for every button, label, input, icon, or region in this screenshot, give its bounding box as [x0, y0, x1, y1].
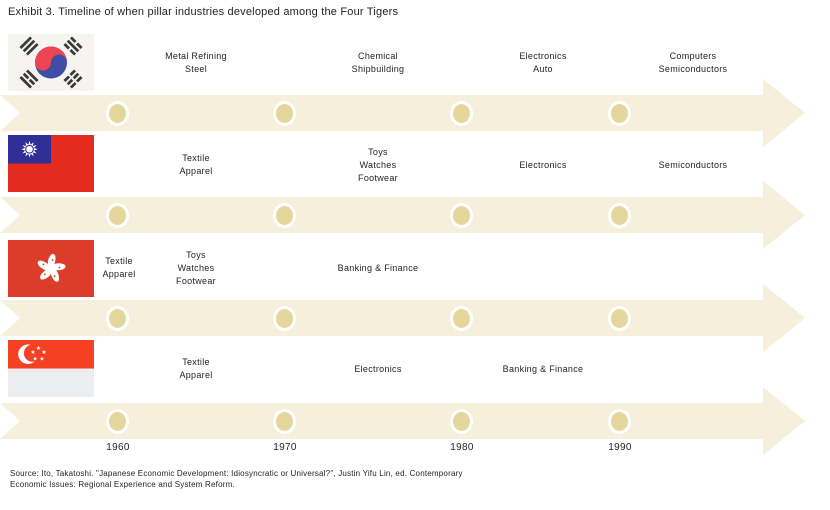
- timeline-dot: [273, 306, 296, 331]
- industry-label: Textile Apparel: [179, 153, 213, 176]
- timeline-dot: [450, 409, 473, 434]
- industry-label: Electronics: [519, 159, 567, 170]
- singapore-flag: [8, 340, 94, 397]
- timeline-dot: [273, 409, 296, 434]
- timeline-arrow-band-2: [0, 181, 805, 249]
- industry-label: Metal Refining Steel: [165, 51, 227, 74]
- source-note: Source: Ito, Takatoshi. "Japanese Econom…: [10, 469, 463, 489]
- hong-kong-flag: [8, 240, 94, 297]
- timeline-dot: [273, 203, 296, 228]
- industry-label: Textile Apparel: [179, 357, 213, 380]
- timeline-dot: [106, 306, 129, 331]
- industry-label: Computers Semiconductors: [658, 51, 728, 74]
- industry-label: Toys Watches Footwear: [176, 249, 216, 286]
- industry-label: Banking & Finance: [337, 262, 419, 273]
- taiwan-flag: [8, 135, 94, 192]
- industry-label: Toys Watches Footwear: [358, 146, 398, 183]
- timeline-arrow-band-4: [0, 387, 805, 455]
- figure-title: Exhibit 3. Timeline of when pillar indus…: [8, 6, 399, 18]
- year-label-1970: 1970: [273, 442, 297, 453]
- timeline-dot: [608, 306, 631, 331]
- timeline-dot: [106, 409, 129, 434]
- timeline-arrow-band-3: [0, 284, 805, 352]
- timeline-dot: [106, 101, 129, 126]
- timeline-dot: [106, 203, 129, 228]
- timeline-dot: [608, 203, 631, 228]
- year-label-1980: 1980: [450, 442, 474, 453]
- industry-label: Textile Apparel: [102, 256, 136, 279]
- industry-label: Chemical Shipbuilding: [351, 51, 405, 74]
- industry-label: Semiconductors: [658, 159, 728, 170]
- timeline-dot: [450, 306, 473, 331]
- industry-label: Banking & Finance: [502, 363, 584, 374]
- timeline-dot: [608, 101, 631, 126]
- timeline-dot: [273, 101, 296, 126]
- timeline-dot: [450, 101, 473, 126]
- year-label-1960: 1960: [106, 442, 130, 453]
- industry-label: Electronics Auto: [519, 51, 567, 74]
- industry-label: Electronics: [354, 363, 402, 374]
- year-label-1990: 1990: [608, 442, 632, 453]
- timeline-arrow-band-1: [0, 79, 805, 147]
- timeline-dot: [450, 203, 473, 228]
- timeline-dot: [608, 409, 631, 434]
- south-korea-flag: [8, 34, 94, 91]
